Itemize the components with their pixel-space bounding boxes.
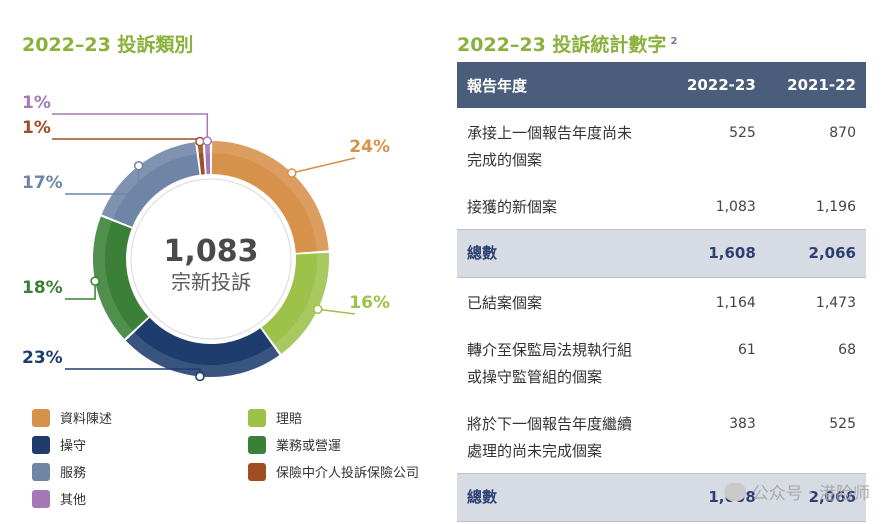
callout-line	[291, 157, 356, 174]
donut-slice	[261, 252, 329, 354]
value-2021-22: 870	[829, 125, 856, 141]
watermark: 公众号 · 港险师	[723, 479, 870, 504]
slice-label: 17%	[22, 173, 63, 193]
table-row: 已結案個案 1,164 1,473	[457, 278, 866, 326]
legend-swatch	[32, 489, 50, 508]
slice-label: 24%	[349, 137, 390, 157]
legend-label: 操守	[60, 439, 87, 454]
legend-swatch	[32, 462, 50, 481]
slice-label: 16%	[349, 293, 390, 313]
legend-label: 業務或營運	[276, 439, 342, 454]
inner-ring	[130, 178, 292, 340]
legend-swatch	[248, 408, 266, 427]
chart-title: 2022–23 投訴類別	[22, 34, 194, 56]
value-2021-22: 1,473	[815, 295, 856, 311]
donut-slice	[211, 141, 329, 253]
donut-slice	[92, 216, 149, 339]
legend-swatch	[32, 408, 50, 427]
callout-line	[317, 308, 356, 315]
header-year: 報告年度	[457, 62, 666, 108]
callout-dot	[202, 136, 213, 146]
callout-line	[65, 165, 140, 195]
legend-label: 服務	[60, 466, 87, 481]
slice-label: 1%	[22, 93, 51, 113]
value-2021-22: 525	[829, 416, 856, 432]
row-label: 總數	[457, 473, 666, 522]
legend-swatch	[248, 435, 266, 454]
legend-label: 保險中介人投訴保險公司	[276, 466, 420, 481]
callout-dot	[195, 371, 205, 382]
legend-swatch	[32, 435, 50, 454]
legend-item: 服務	[32, 462, 86, 481]
table-row: 接獲的新個案 1,083 1,196	[457, 182, 866, 230]
table-row: 將於下一個報告年度繼續 處理的尚未完成個案 383 525	[457, 399, 866, 474]
legend-item: 業務或營運	[248, 435, 341, 454]
legend-label: 理賠	[276, 412, 303, 427]
callout-line	[52, 113, 209, 142]
slice-label: 1%	[22, 118, 51, 138]
row-label: 總數	[457, 229, 666, 278]
row-label: 將於下一個報告年度繼續 處理的尚未完成個案	[467, 415, 633, 460]
value-2022-23: 1,608	[665, 229, 766, 278]
legend-item: 保險中介人投訴保險公司	[248, 462, 419, 481]
donut-slice	[204, 141, 211, 175]
value-2022-23: 383	[729, 416, 756, 432]
row-label: 接獲的新個案	[467, 198, 558, 216]
callout-line	[52, 138, 201, 142]
value-2021-22: 2,066	[765, 473, 866, 522]
value-2021-22: 68	[838, 342, 856, 358]
header-2022-23: 2022-23	[665, 62, 766, 108]
table-header-row: 報告年度 2022-23 2021-22	[457, 62, 866, 108]
donut-slice-highlight	[125, 332, 280, 378]
donut-slice-highlight	[92, 216, 134, 339]
callout-dot	[133, 161, 144, 171]
value-2021-22: 1,196	[815, 199, 856, 215]
value-2021-22: 2,066	[765, 229, 866, 278]
donut-slice-highlight	[101, 142, 197, 219]
donut-slice-highlight	[274, 252, 329, 354]
complaint-stats-table: 報告年度 2022-23 2021-22 承接上一個報告年度尚未 完成的個案 525…	[457, 62, 866, 522]
row-label: 承接上一個報告年度尚未 完成的個案	[467, 124, 633, 169]
wechat-icon	[723, 482, 746, 501]
row-label: 已結案個案	[467, 294, 543, 312]
center-value: 1,083	[164, 234, 259, 269]
header-2021-22: 2021-22	[765, 62, 866, 108]
title-footnote: 2	[670, 35, 678, 47]
value-2022-23: 1,083	[715, 199, 756, 215]
legend-item: 操守	[32, 435, 86, 454]
value-2022-23: 61	[737, 342, 756, 358]
legend-label: 資料陳述	[60, 412, 113, 427]
value-2022-23: 1,164	[715, 295, 756, 311]
callout-dot	[90, 276, 100, 286]
callout-dot	[287, 168, 297, 178]
center-label: 宗新投訴	[171, 270, 251, 294]
row-label: 轉介至保監局法規執行組 或操守監管組的個案	[467, 341, 633, 386]
legend-swatch	[248, 462, 266, 481]
table-row: 轉介至保監局法規執行組 或操守監管組的個案 61 68	[457, 325, 866, 399]
slice-label: 23%	[22, 348, 63, 368]
legend-item: 資料陳述	[32, 408, 112, 427]
legend-item: 理賠	[248, 408, 302, 427]
legend-label: 其他	[60, 493, 87, 508]
slice-label: 18%	[22, 278, 63, 298]
legend-item: 其他	[32, 489, 86, 508]
donut-slice	[125, 317, 280, 378]
table-title: 2022–23 投訴統計數字 2	[457, 34, 678, 56]
table-row: 承接上一個報告年度尚未 完成的個案 525 870	[457, 108, 866, 182]
callout-dot	[313, 304, 323, 314]
value-2022-23: 1,608	[665, 473, 766, 522]
donut-slice	[101, 142, 200, 227]
donut-slice-highlight	[212, 141, 329, 252]
value-2022-23: 525	[729, 125, 756, 141]
donut-slice	[197, 141, 205, 175]
callout-line	[65, 281, 96, 300]
